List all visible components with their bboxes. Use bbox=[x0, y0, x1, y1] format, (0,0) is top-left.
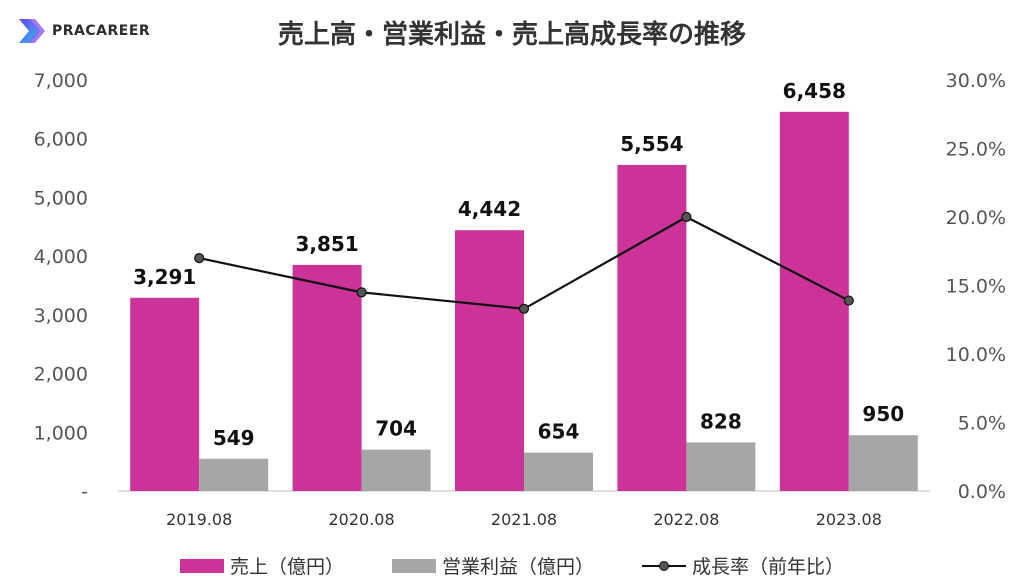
sales-data-label: 5,554 bbox=[620, 132, 683, 156]
y-left-tick-label: 4,000 bbox=[34, 246, 88, 268]
growth-line bbox=[194, 211, 854, 314]
x-tick-label: 2023.08 bbox=[816, 510, 882, 529]
operating-profit-bar bbox=[361, 449, 431, 491]
y-right-tick-label: 15.0% bbox=[946, 276, 1006, 298]
legend-item-growth: 成長率（前年比） bbox=[642, 552, 844, 579]
y-left-tick-label: - bbox=[81, 481, 88, 503]
x-tick-label: 2021.08 bbox=[491, 510, 557, 529]
y-right-tick-label: 30.0% bbox=[946, 70, 1006, 92]
legend-item-sales: 売上（億円） bbox=[179, 552, 344, 579]
operating-profit-data-label: 950 bbox=[862, 402, 904, 426]
y-right-tick-label: 20.0% bbox=[946, 207, 1006, 229]
sales-data-label: 3,291 bbox=[133, 265, 196, 289]
operating-profit-bar bbox=[524, 452, 593, 491]
pracareer-logo-icon bbox=[19, 19, 45, 43]
y-left-tick-label: 1,000 bbox=[34, 422, 88, 444]
brand-name: PRACAREER bbox=[52, 23, 151, 39]
x-axis-ticks: 2019.08 2020.08 2021.08 2022.08 2023.08 bbox=[166, 510, 882, 529]
operating-profit-bar bbox=[686, 442, 756, 491]
y-left-tick-label: 6,000 bbox=[34, 129, 88, 151]
chart-title: 売上高・営業利益・売上高成長率の推移 bbox=[277, 20, 746, 50]
legend-swatch-growth bbox=[642, 559, 686, 573]
sales-bar bbox=[779, 111, 849, 491]
operating-profit-data-label: 704 bbox=[375, 417, 417, 441]
operating-profit-data-label: 549 bbox=[213, 426, 255, 450]
sales-data-label: 6,458 bbox=[783, 79, 846, 103]
growth-point bbox=[356, 287, 367, 298]
left-axis-ticks: - 1,000 2,000 3,000 4,000 5,000 6,000 7,000 bbox=[34, 70, 88, 503]
y-left-tick-label: 5,000 bbox=[34, 187, 88, 209]
legend-label-growth: 成長率（前年比） bbox=[692, 556, 845, 578]
y-left-tick-label: 2,000 bbox=[34, 364, 88, 386]
sales-bar bbox=[617, 164, 687, 491]
y-right-tick-label: 10.0% bbox=[946, 344, 1006, 366]
y-right-tick-label: 0.0% bbox=[958, 481, 1006, 503]
growth-point bbox=[681, 211, 692, 223]
legend-label-sales: 売上（億円） bbox=[229, 556, 344, 578]
growth-point bbox=[518, 303, 530, 314]
legend-label-operating-profit: 営業利益（億円） bbox=[441, 556, 594, 578]
bars bbox=[130, 111, 918, 491]
growth-point bbox=[843, 295, 854, 306]
data-labels: 3,291 549 3,851 704 4,442 654 5,554 828 6,458 950 bbox=[133, 79, 904, 450]
sales-data-label: 3,851 bbox=[295, 232, 358, 256]
operating-profit-bar bbox=[848, 435, 918, 491]
x-tick-label: 2022.08 bbox=[653, 510, 719, 529]
brand-logo: PRACAREER bbox=[16, 16, 150, 46]
right-axis-ticks: 0.0% 5.0% 10.0% 15.0% 20.0% 25.0% 30.0% bbox=[946, 70, 1006, 503]
legend-swatch-operating-profit bbox=[391, 558, 436, 573]
y-left-tick-label: 3,000 bbox=[34, 305, 88, 327]
operating-profit-data-label: 828 bbox=[700, 409, 742, 433]
sales-data-label: 4,442 bbox=[458, 197, 521, 221]
x-tick-label: 2019.08 bbox=[166, 510, 232, 529]
operating-profit-bar bbox=[199, 458, 269, 491]
sales-bar bbox=[130, 297, 200, 491]
y-right-tick-label: 25.0% bbox=[946, 139, 1006, 161]
x-tick-label: 2020.08 bbox=[329, 510, 395, 529]
sales-bar bbox=[455, 230, 524, 491]
sales-bar bbox=[292, 264, 362, 491]
legend: 売上（億円） 営業利益（億円） 成長率（前年比） bbox=[0, 552, 1024, 579]
y-left-tick-label: 7,000 bbox=[34, 70, 88, 92]
growth-point bbox=[194, 253, 205, 264]
operating-profit-data-label: 654 bbox=[538, 420, 580, 444]
legend-item-operating-profit: 営業利益（億円） bbox=[391, 552, 594, 579]
y-right-tick-label: 5.0% bbox=[958, 413, 1006, 435]
legend-swatch-sales bbox=[179, 558, 224, 573]
